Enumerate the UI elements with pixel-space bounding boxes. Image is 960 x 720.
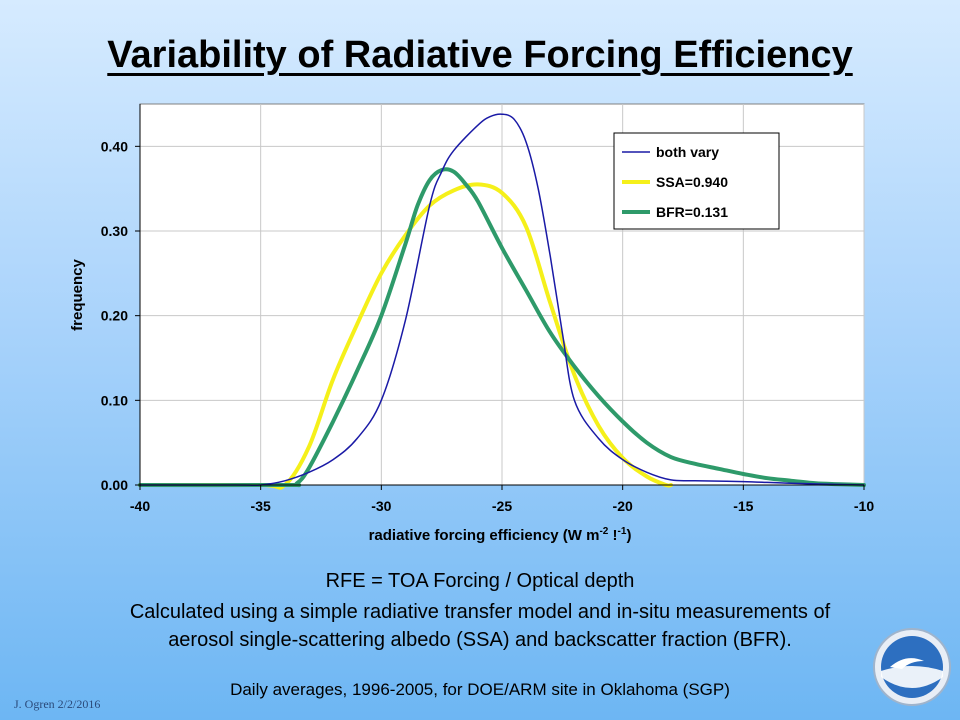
x-tick-label: -25 <box>492 498 512 514</box>
series-both-vary-line <box>139 113 865 487</box>
legend: both vary SSA=0.940 BFR=0.131 <box>613 132 780 230</box>
x-axis-label-sup2: -1 <box>618 526 627 537</box>
series-bfr-line <box>138 167 866 488</box>
x-axis-label: radiative forcing efficiency (W m-2 !-1) <box>369 526 632 544</box>
x-tick-label: -15 <box>733 498 753 514</box>
slide-title: Variability of Radiative Forcing Efficie… <box>107 34 853 76</box>
x-tick-label: -20 <box>613 498 633 514</box>
y-tick-label: 0.00 <box>101 477 128 493</box>
noaa-logo <box>873 628 951 706</box>
x-axis-label-sup1: -2 <box>599 526 608 537</box>
y-tick-label: 0.10 <box>101 392 128 408</box>
x-tick-label: -40 <box>130 498 150 514</box>
y-ticks: 0.00 0.10 0.20 0.30 0.40 <box>101 138 140 493</box>
caption-line-3: aerosol single-scattering albedo (SSA) a… <box>168 629 792 651</box>
y-axis-label: frequency <box>69 259 86 331</box>
legend-label: SSA=0.940 <box>656 174 728 190</box>
x-axis-label-mid: ! <box>608 527 617 544</box>
x-tick-label: -30 <box>371 498 391 514</box>
y-tick-label: 0.30 <box>101 223 128 239</box>
x-axis-label-end: ) <box>626 527 631 544</box>
y-tick-label: 0.20 <box>101 308 128 324</box>
series-layer <box>138 113 866 490</box>
x-tick-label: -10 <box>854 498 874 514</box>
x-ticks: -40 -35 -30 -25 -20 -15 -10 <box>130 485 874 514</box>
x-axis-label-main: radiative forcing efficiency (W m <box>369 527 600 544</box>
caption-formula: RFE = TOA Forcing / Optical depth <box>325 570 635 592</box>
author-credit: J. Ogren 2/2/2016 <box>14 697 101 711</box>
series-ssa-line <box>138 182 673 490</box>
legend-label: BFR=0.131 <box>656 204 728 220</box>
legend-label: both vary <box>656 144 719 160</box>
caption-line-2: Calculated using a simple radiative tran… <box>129 601 831 623</box>
y-tick-label: 0.40 <box>101 138 128 154</box>
caption-description: Calculated using a simple radiative tran… <box>0 598 960 654</box>
x-tick-label: -35 <box>251 498 271 514</box>
caption-data-source: Daily averages, 1996-2005, for DOE/ARM s… <box>230 680 730 699</box>
